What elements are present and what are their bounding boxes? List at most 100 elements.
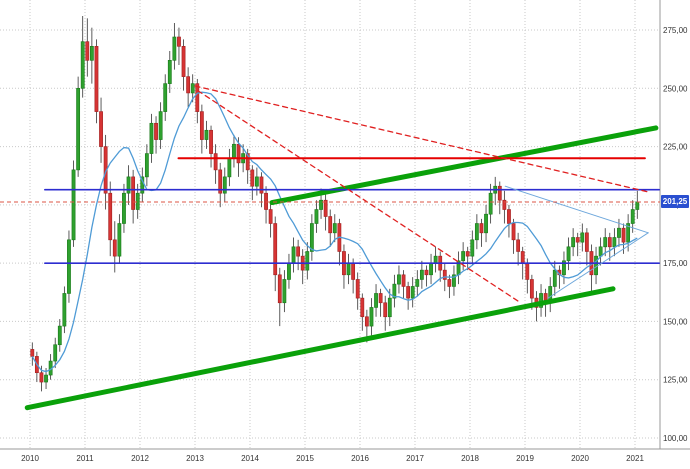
candle-body [199,111,204,140]
candle-body [594,255,598,276]
candle-body [277,274,282,304]
candle-body [232,143,236,159]
red-dashed-trendline-2[interactable] [197,89,522,304]
candle-body [488,192,493,215]
candle-body [62,293,67,327]
candle-body [181,46,186,77]
candle-body [392,283,397,299]
candle-body [305,251,310,271]
candle-body [94,46,99,112]
candle-body [44,374,48,383]
candle-body [387,297,392,318]
candle-body [520,251,525,264]
candle-body [328,216,333,234]
candle-body [529,279,534,299]
candle-body [85,41,90,61]
x-axis-label: 2014 [241,454,259,463]
candle-body [415,279,420,287]
lower-green-trendline[interactable] [24,286,616,411]
candle-body [516,239,521,252]
candle-body [39,372,44,383]
candle-body [355,279,360,299]
candle-body [617,227,621,238]
candle-body [158,111,163,140]
y-axis-label: 250,00 [663,84,688,93]
candle-body [511,223,516,241]
candle-body [76,87,81,171]
y-axis-label: 275,00 [663,26,688,35]
candle-body [195,83,200,112]
candle-body [474,223,479,241]
candle-body [497,185,502,201]
x-axis-label: 2012 [131,454,149,463]
y-axis-label: 175,00 [663,259,688,268]
candle-body [401,274,406,287]
x-axis-label: 2017 [406,454,424,463]
candle-body [268,209,273,224]
candle-body [149,122,154,154]
x-axis-label: 2013 [186,454,204,463]
candle-body [245,153,250,171]
candle-body [598,246,603,257]
candle-body [67,239,71,294]
red-dashed-trendline-1[interactable] [194,85,650,193]
candle-body [635,201,640,210]
candle-body [369,307,374,327]
candle-body [465,251,470,257]
candle-body [562,260,566,276]
candle-body [383,302,388,318]
candle-body [433,255,438,264]
candle-body [374,293,378,308]
x-axis-label: 2011 [76,454,94,463]
moving-average-line [31,91,638,373]
candle-body [53,344,58,362]
candle-body [630,209,635,224]
candle-body [584,232,589,252]
candle-body [108,192,113,241]
candle-body [525,262,530,280]
candle-body [209,129,213,154]
candle-body [167,60,172,84]
candle-body [612,237,617,248]
candle-body [30,349,35,357]
candle-body [378,293,383,304]
candle-body [406,286,411,299]
candle-body [314,209,319,224]
candle-body [154,122,158,140]
candle-body [607,237,612,248]
candle-body [186,76,191,94]
x-axis-label: 2010 [21,454,39,463]
y-axis-label: 225,00 [663,143,688,152]
candle-body [163,83,168,112]
candle-body [397,274,401,285]
wedge-lower-blue-line[interactable] [547,232,649,299]
candle-body [259,176,264,194]
candle-body [346,262,351,276]
candle-body [172,36,177,61]
candle-body [410,286,415,299]
candle-body [571,237,576,248]
x-axis-label: 2018 [461,454,479,463]
wedge-upper-blue-line[interactable] [504,185,649,234]
candle-body [135,192,140,210]
candle-body [287,262,291,280]
candle-body [282,279,287,304]
candle-body [364,316,369,327]
candle-body [236,143,241,164]
candle-body [552,269,557,287]
candle-body [502,199,507,210]
candle-body [360,297,365,318]
candle-body [131,176,136,210]
candle-body [309,223,314,252]
candle-body [264,192,268,210]
candle-body [539,293,543,308]
candle-body [57,325,62,346]
candle-body [177,36,181,47]
candle-body [218,169,223,194]
candle-body [429,262,433,276]
candle-body [80,41,85,89]
candle-body [122,192,126,224]
candle-body [204,129,209,140]
